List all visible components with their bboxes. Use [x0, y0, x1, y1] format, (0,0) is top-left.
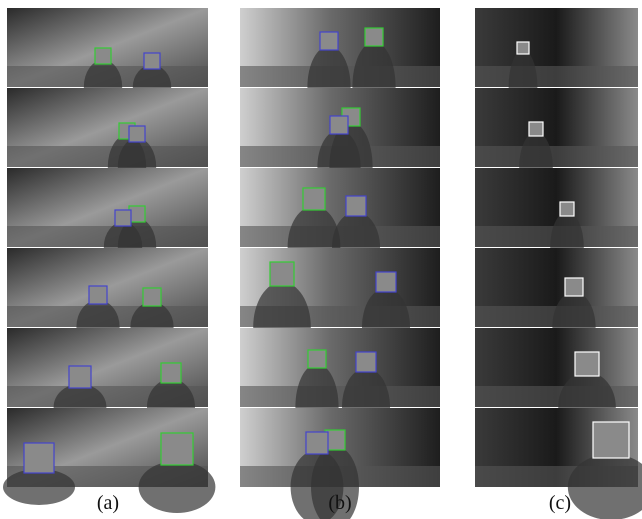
panel-label: (c): [549, 492, 571, 514]
face: [346, 196, 366, 216]
face: [95, 48, 111, 64]
face: [575, 352, 599, 376]
face: [365, 28, 383, 46]
ground: [7, 146, 208, 167]
panel-label: (a): [97, 492, 119, 514]
face: [376, 272, 396, 292]
face: [69, 366, 91, 388]
face: [143, 288, 161, 306]
page: (a) (b) (c) (() => { const data = JSON.p…: [0, 0, 642, 519]
face: [330, 116, 348, 134]
ground: [475, 66, 638, 87]
frames: [3, 8, 642, 519]
face: [560, 202, 574, 216]
face: [89, 286, 107, 304]
face: [308, 350, 326, 368]
face: [320, 32, 338, 50]
ground: [240, 386, 440, 407]
face: [161, 363, 181, 383]
face: [303, 188, 325, 210]
face: [356, 352, 376, 372]
face: [529, 122, 543, 136]
panel-label: (b): [328, 492, 351, 514]
face: [517, 42, 529, 54]
face: [306, 432, 328, 454]
face: [24, 443, 54, 473]
face: [129, 126, 145, 142]
face: [144, 53, 160, 69]
person: [3, 469, 75, 505]
face: [593, 422, 629, 458]
face: [270, 262, 294, 286]
face: [565, 278, 583, 296]
figure: (a) (b) (c): [0, 0, 642, 519]
person: [139, 461, 216, 513]
ground: [475, 146, 638, 167]
face: [115, 210, 131, 226]
face: [161, 433, 193, 465]
